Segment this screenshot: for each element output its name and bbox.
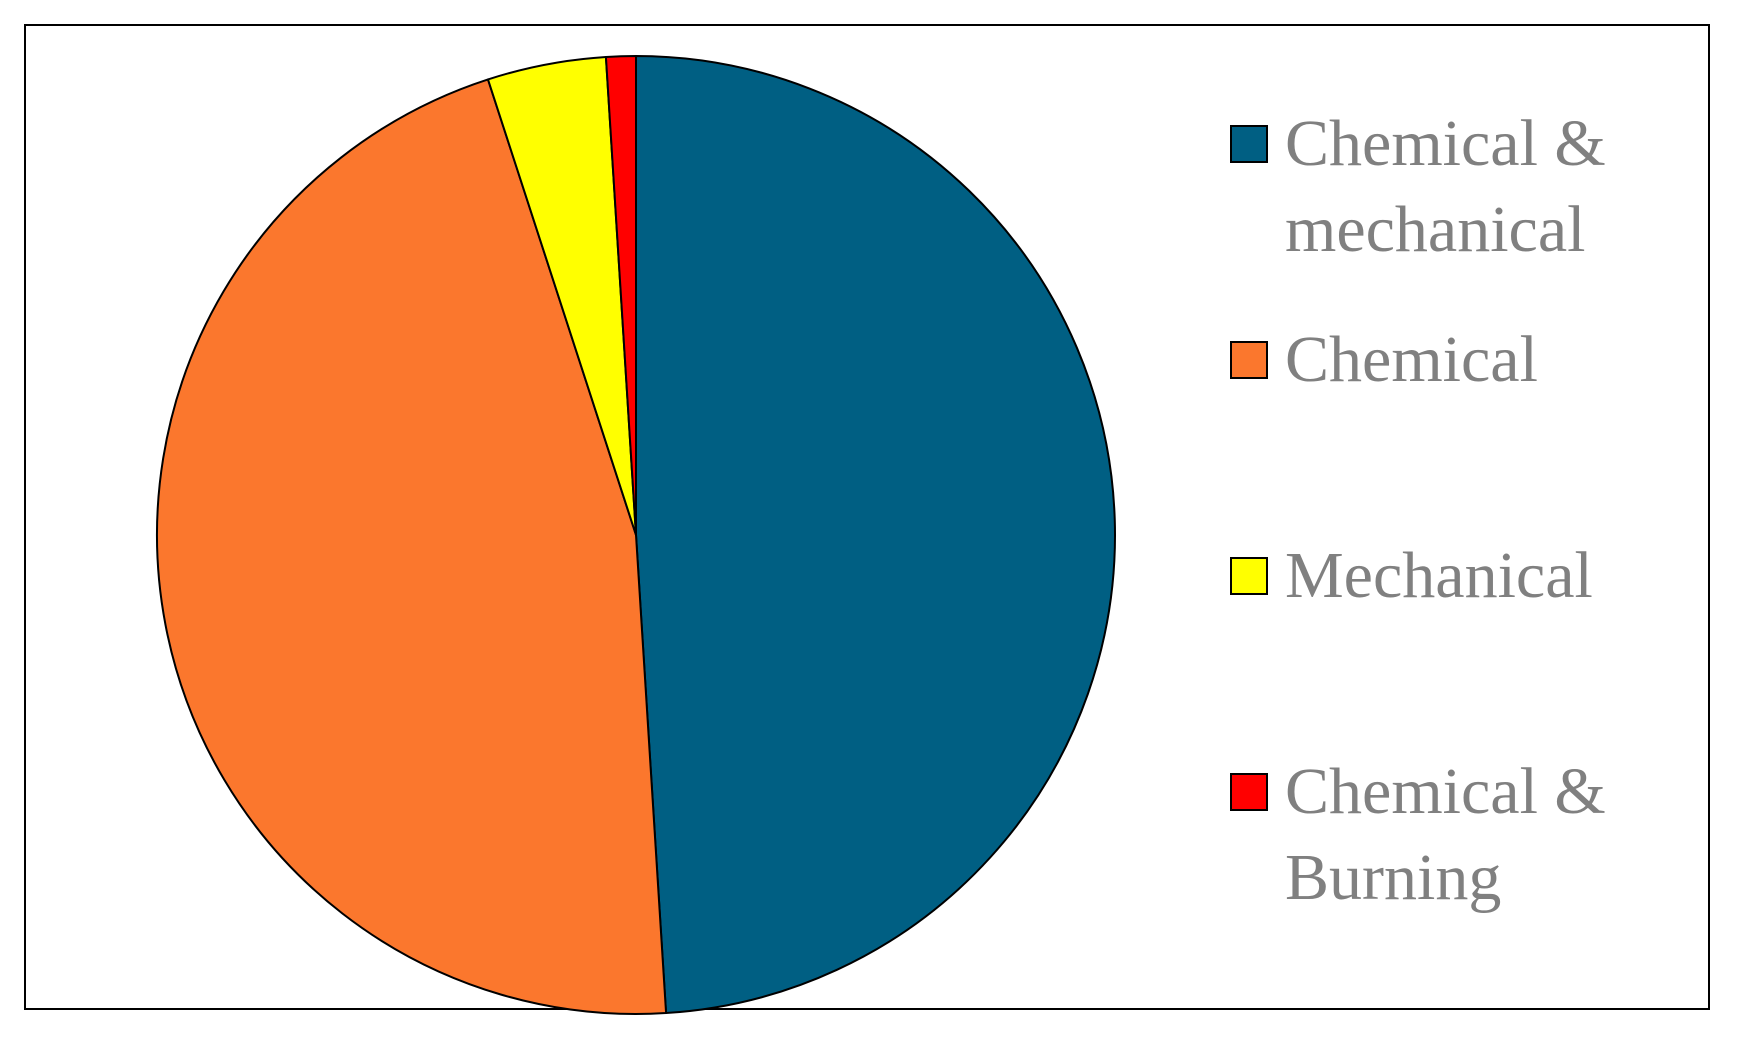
pie-slice [156,78,668,1015]
legend-swatch [1230,125,1268,163]
legend-label: Chemical & Burning [1285,755,1606,914]
pie-slice [604,55,637,536]
legend-swatch [1230,341,1268,379]
pie-slice [635,55,1116,1015]
legend-label: Chemical & mechanical [1285,107,1606,266]
legend-label: Mechanical [1285,539,1593,612]
chart-frame [24,24,1710,1010]
legend-swatch [1230,773,1268,811]
legend-label: Chemical [1285,323,1538,396]
legend-swatch [1230,557,1268,595]
